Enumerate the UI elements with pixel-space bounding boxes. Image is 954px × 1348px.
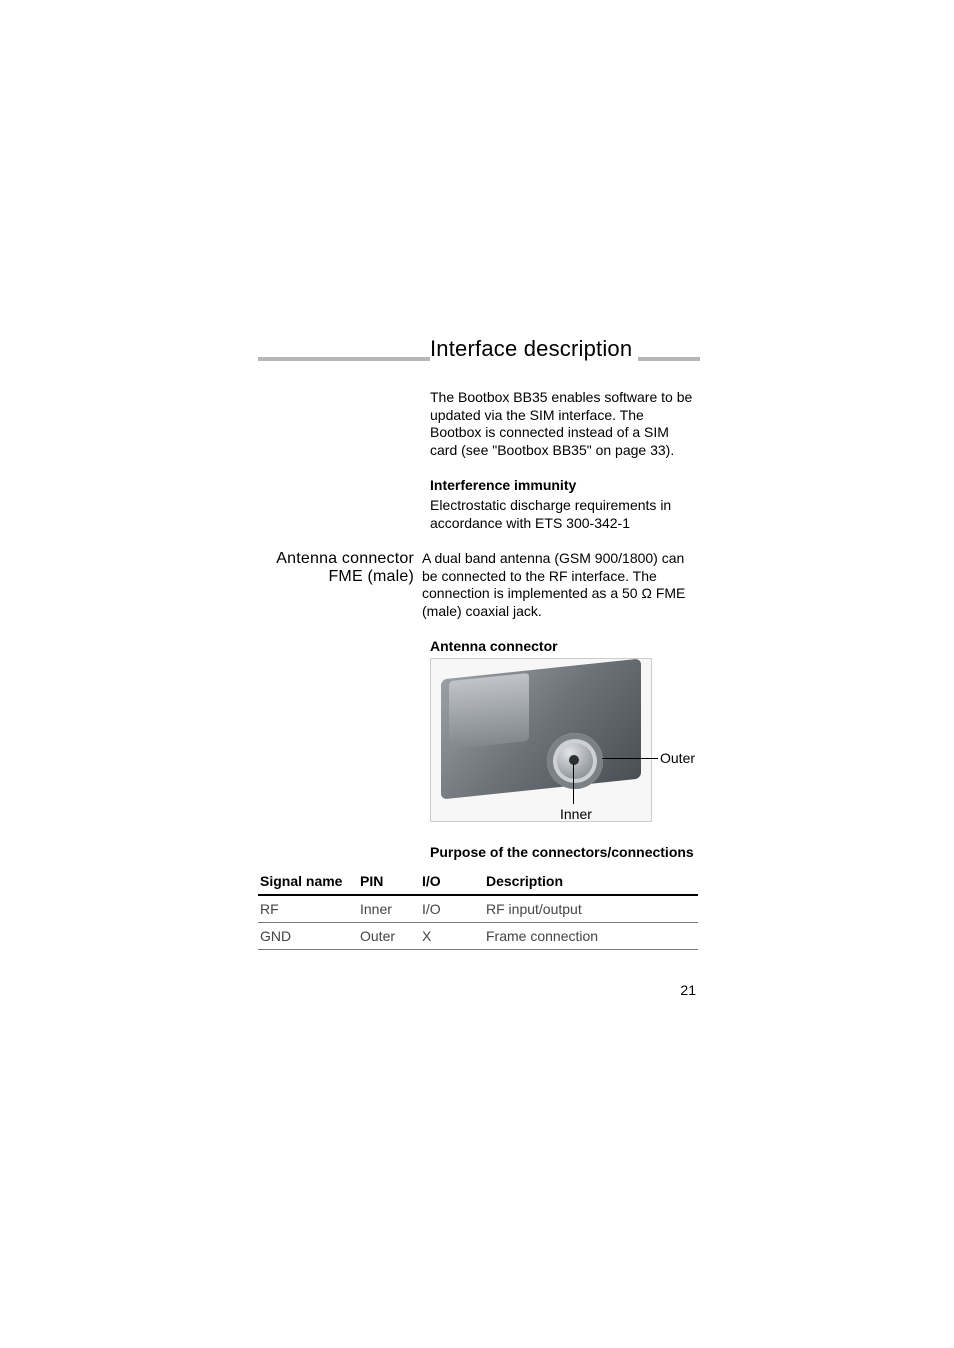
table-header-row: Signal name PIN I/O Description xyxy=(258,868,698,895)
antenna-section: Antenna connector FME (male) A dual band… xyxy=(258,550,696,620)
label-inner: Inner xyxy=(560,806,592,822)
table-col-pin: PIN xyxy=(358,868,420,895)
table-col-io: I/O xyxy=(420,868,484,895)
figure-heading: Antenna connector xyxy=(430,638,698,654)
page: Interface description The Bootbox BB35 e… xyxy=(0,0,954,1348)
intro-paragraph: The Bootbox BB35 enables software to be … xyxy=(430,389,698,459)
label-outer: Outer xyxy=(660,750,695,766)
sidehead-line1: Antenna connector xyxy=(276,550,414,567)
sidehead-line2: FME (male) xyxy=(258,568,414,586)
device-illustration xyxy=(430,658,652,822)
leader-line-inner xyxy=(573,764,574,804)
connector-inner-pin xyxy=(569,755,579,765)
cell-signal: RF xyxy=(258,895,358,923)
leader-line-outer xyxy=(602,758,658,759)
cell-pin: Outer xyxy=(358,923,420,950)
interference-text: Electrostatic discharge requirements in … xyxy=(430,497,698,532)
cell-signal: GND xyxy=(258,923,358,950)
table-row: GND Outer X Frame connection xyxy=(258,923,698,950)
antenna-text: A dual band antenna (GSM 900/1800) can b… xyxy=(422,550,690,620)
figure-heading-wrap: Antenna connector xyxy=(430,638,698,654)
body: The Bootbox BB35 enables software to be … xyxy=(258,389,696,950)
cell-desc: Frame connection xyxy=(484,923,698,950)
interference-block: Interference immunity Electrostatic disc… xyxy=(430,477,698,532)
page-title: Interface description xyxy=(430,337,638,361)
table-row: RF Inner I/O RF input/output xyxy=(258,895,698,923)
table-caption: Purpose of the connectors/connections xyxy=(430,844,698,860)
cell-io: I/O xyxy=(420,895,484,923)
cell-desc: RF input/output xyxy=(484,895,698,923)
antenna-side-heading: Antenna connector FME (male) xyxy=(258,550,422,587)
interference-heading: Interference immunity xyxy=(430,477,698,493)
antenna-figure: Outer Inner xyxy=(430,658,698,822)
cell-pin: Inner xyxy=(358,895,420,923)
connector-table: Signal name PIN I/O Description RF Inner… xyxy=(258,868,698,950)
device-top-shape xyxy=(449,673,529,749)
title-bar: Interface description xyxy=(258,335,696,359)
page-number: 21 xyxy=(680,982,696,998)
table-col-signal: Signal name xyxy=(258,868,358,895)
table-col-description: Description xyxy=(484,868,698,895)
cell-io: X xyxy=(420,923,484,950)
